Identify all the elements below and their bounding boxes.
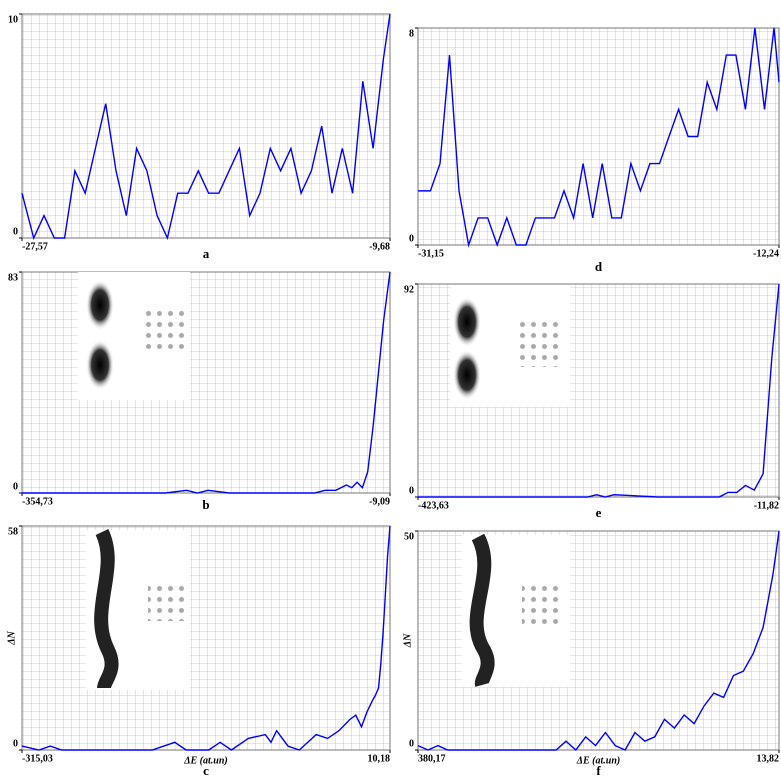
y-tick-label: 0 — [409, 738, 414, 749]
data-line — [418, 283, 780, 498]
x-tick-label: -9,68 — [369, 241, 390, 252]
y-tick-label: 0 — [13, 226, 18, 237]
x-tick-label: -31,15 — [418, 248, 444, 259]
inset-wave — [94, 529, 119, 690]
data-line — [417, 530, 780, 752]
x-tick-label: -423,63 — [418, 500, 449, 511]
plot-area — [21, 13, 391, 239]
inset-blob — [453, 350, 481, 400]
y-tick-label: 0 — [409, 233, 414, 244]
y-tick-label: 83 — [8, 272, 18, 283]
y-tick-label: 0 — [409, 485, 414, 496]
y-tick-label: 58 — [8, 526, 18, 537]
y-axis-label: ΔN — [6, 630, 17, 645]
panel-label: d — [595, 259, 603, 274]
panel-label: e — [596, 505, 602, 520]
plot-area — [21, 271, 391, 494]
x-tick-label: -12,24 — [753, 248, 779, 259]
plot-area — [21, 525, 391, 751]
y-tick-label: 50 — [404, 531, 414, 542]
inset-blob — [86, 340, 114, 390]
x-axis-label: ΔE (at.un) — [183, 755, 228, 766]
data-line — [418, 27, 780, 248]
y-axis-label: ΔN — [402, 633, 413, 648]
inset-pattern — [522, 585, 562, 625]
x-tick-label: 380,17 — [418, 753, 446, 764]
inset-pattern — [140, 307, 185, 352]
y-tick-label: 10 — [8, 14, 18, 25]
x-tick-label: -354,73 — [22, 496, 53, 507]
inset-pattern — [516, 322, 561, 367]
data-line — [21, 13, 391, 241]
x-tick-label: -11,82 — [754, 500, 779, 511]
x-tick-label: -27,57 — [22, 241, 48, 252]
y-tick-label: 0 — [13, 481, 18, 492]
y-tick-label: 92 — [404, 284, 414, 295]
x-tick-label: 10,18 — [368, 753, 391, 764]
lines — [21, 13, 780, 752]
plot-area — [417, 27, 780, 246]
panel-label: b — [202, 497, 209, 512]
x-axis-label: ΔE (at.un) — [576, 755, 621, 766]
x-tick-label: 13,82 — [757, 753, 780, 764]
y-tick-label: 0 — [13, 738, 18, 749]
data-line — [22, 271, 391, 494]
inset-wave — [469, 533, 495, 687]
panel-label: f — [596, 763, 601, 778]
panel-label: c — [203, 763, 209, 778]
panel-label: a — [203, 246, 210, 261]
inset-blob — [86, 280, 114, 330]
y-tick-label: 8 — [409, 28, 414, 39]
x-tick-label: -315,03 — [22, 753, 53, 764]
x-tick-label: -9,09 — [369, 496, 390, 507]
insets — [78, 272, 570, 690]
data-line — [21, 525, 391, 751]
inset-pattern — [148, 581, 188, 621]
inset-blob — [453, 297, 481, 347]
